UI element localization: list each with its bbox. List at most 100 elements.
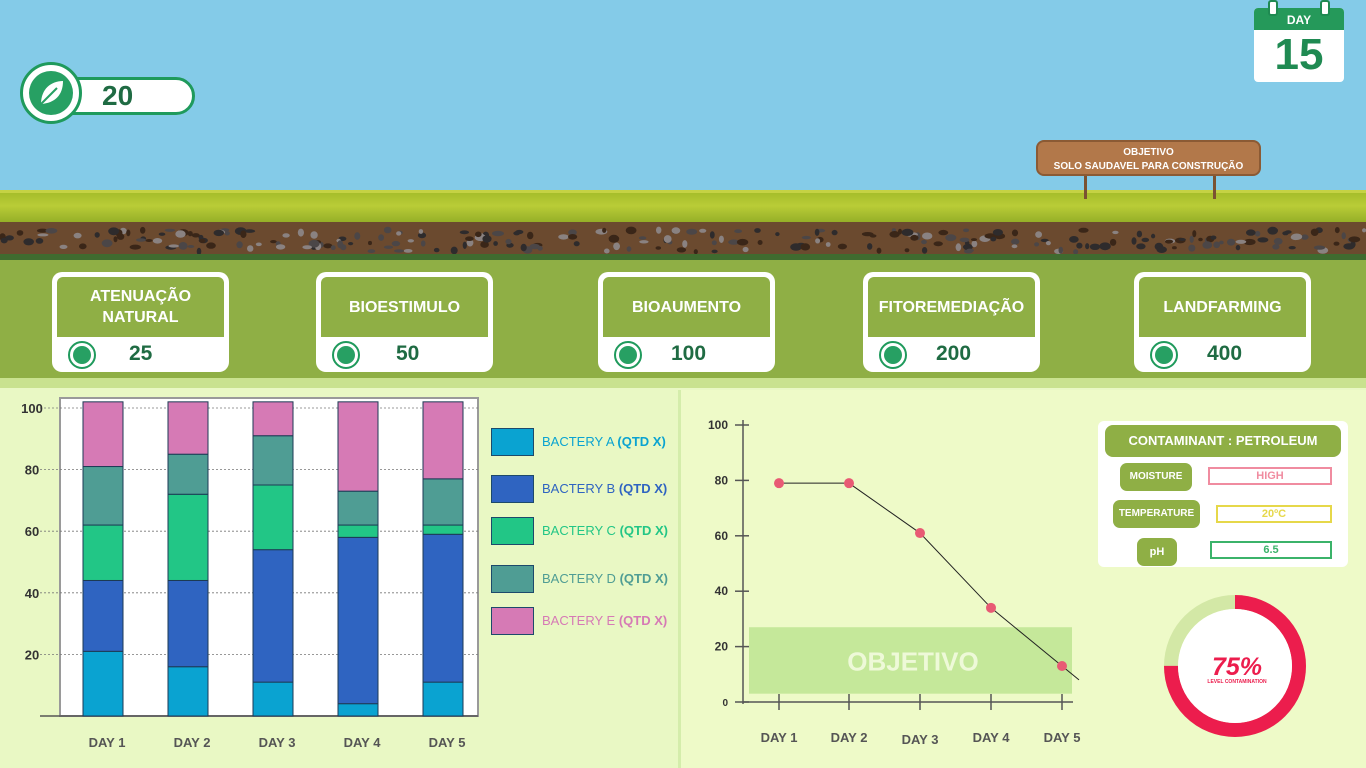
- bar-segment: [82, 401, 124, 468]
- contaminant-title: CONTAMINANT : PETROLEUM: [1105, 425, 1341, 457]
- soil-stone: [236, 241, 243, 249]
- day-calendar: DAY 15: [1254, 0, 1344, 82]
- legend-label: BACTERY A (QTD X): [542, 434, 666, 449]
- bar-segment: [337, 703, 379, 717]
- soil-stone: [482, 235, 492, 243]
- data-point: [986, 602, 996, 613]
- ph-value: 6.5: [1210, 541, 1332, 559]
- method-card-bioaumento[interactable]: BIOAUMENTO 100: [598, 272, 775, 372]
- bar-segment: [252, 401, 294, 437]
- soil-stone: [108, 227, 120, 236]
- temperature-label: TEMPERATURE: [1113, 500, 1200, 528]
- soil-stone: [1035, 231, 1042, 238]
- leaf-icon: [614, 341, 642, 369]
- soil-stone: [1085, 243, 1090, 250]
- soil-stone: [814, 228, 820, 236]
- method-card-landfarming[interactable]: LANDFARMING 400: [1134, 272, 1311, 372]
- soil-stone: [199, 238, 206, 243]
- soil-stone: [465, 236, 474, 241]
- soil-stone: [1045, 241, 1051, 246]
- soil-stone: [140, 226, 146, 234]
- leaf-icon: [332, 341, 360, 369]
- soil-stone: [213, 229, 225, 237]
- soil-stone: [709, 231, 715, 239]
- soil-stone: [255, 242, 262, 247]
- soil-stone: [904, 248, 910, 253]
- method-cost: 200: [936, 342, 972, 365]
- bar-segment: [337, 524, 379, 538]
- soil-stone: [682, 240, 688, 248]
- soil-stone: [876, 247, 882, 254]
- soil-stone: [971, 238, 977, 242]
- soil-stone: [383, 245, 394, 249]
- soil-stone: [244, 229, 256, 233]
- soil-stone: [37, 233, 49, 237]
- score-value: 20: [102, 80, 134, 111]
- sign-title: OBJETIVO: [1123, 147, 1174, 158]
- soil-stone: [742, 246, 749, 253]
- soil-stone: [1136, 230, 1143, 238]
- soil-stone: [462, 241, 467, 249]
- bar-segment: [422, 533, 464, 683]
- soil-stone: [790, 243, 802, 251]
- soil-stone: [1076, 242, 1083, 249]
- bar-segment: [252, 549, 294, 683]
- day-number: 15: [1274, 30, 1324, 79]
- soil-stone: [1164, 239, 1174, 244]
- soil-stone: [1333, 241, 1340, 246]
- soil-stone: [1040, 238, 1049, 243]
- band-strip: [0, 378, 1366, 388]
- soil-stone: [1131, 237, 1137, 245]
- soil-stone: [568, 234, 578, 240]
- soil-base: [0, 254, 1366, 260]
- soil-stone: [825, 242, 831, 247]
- legend-swatch: [491, 428, 534, 456]
- soil-stone: [224, 231, 230, 236]
- leaf-icon: [1150, 341, 1178, 369]
- data-point: [1057, 660, 1067, 671]
- soil-stone: [1136, 243, 1146, 250]
- soil-stone: [966, 248, 974, 253]
- soil-stone: [1334, 227, 1340, 234]
- bar-segment: [252, 435, 294, 486]
- soil-stone: [613, 242, 620, 251]
- soil-stone: [699, 228, 707, 233]
- y-tick-label: 60: [25, 524, 39, 539]
- soil-stone: [963, 228, 970, 233]
- soil-stone: [348, 242, 354, 246]
- y-tick-label: 40: [25, 586, 39, 601]
- soil-stone: [1243, 238, 1256, 246]
- bar-segment: [167, 666, 209, 717]
- soil-stone: [1213, 241, 1221, 249]
- objective-band: [749, 627, 1072, 694]
- soil-stone: [861, 232, 874, 237]
- soil-stone: [938, 229, 949, 236]
- method-card-atenuacao[interactable]: ATENUAÇÃO NATURAL 25: [52, 272, 229, 372]
- sign-text: SOLO SAUDAVEL PARA CONSTRUÇÃO: [1053, 161, 1244, 172]
- soil-stones: [0, 226, 1366, 255]
- soil-stone: [889, 231, 900, 238]
- score-counter: 20: [20, 62, 195, 130]
- soil-stone: [910, 234, 919, 241]
- soil-stone: [394, 249, 404, 253]
- method-card-fitoremediacao[interactable]: FITOREMEDIAÇÃO 200: [863, 272, 1040, 372]
- soil-stone: [933, 241, 943, 247]
- soil-stone: [1011, 238, 1020, 245]
- soil-stone: [638, 236, 647, 240]
- soil-stone: [1272, 244, 1280, 250]
- method-cost: 100: [671, 342, 707, 365]
- soil-stone: [1288, 246, 1296, 250]
- soil-stone: [330, 245, 336, 251]
- soil-stone: [922, 232, 933, 240]
- soil-stone: [520, 243, 527, 252]
- method-card-bioestimulo[interactable]: BIOESTIMULO 50: [316, 272, 493, 372]
- soil-stone: [625, 226, 637, 235]
- soil-stone: [354, 232, 361, 240]
- bar-segment: [252, 484, 294, 551]
- soil-stone: [800, 243, 811, 251]
- leaf-icon: [879, 341, 907, 369]
- soil-stone: [396, 231, 402, 236]
- method-name: ATENUAÇÃO NATURAL: [57, 277, 224, 337]
- soil-stone: [420, 240, 426, 247]
